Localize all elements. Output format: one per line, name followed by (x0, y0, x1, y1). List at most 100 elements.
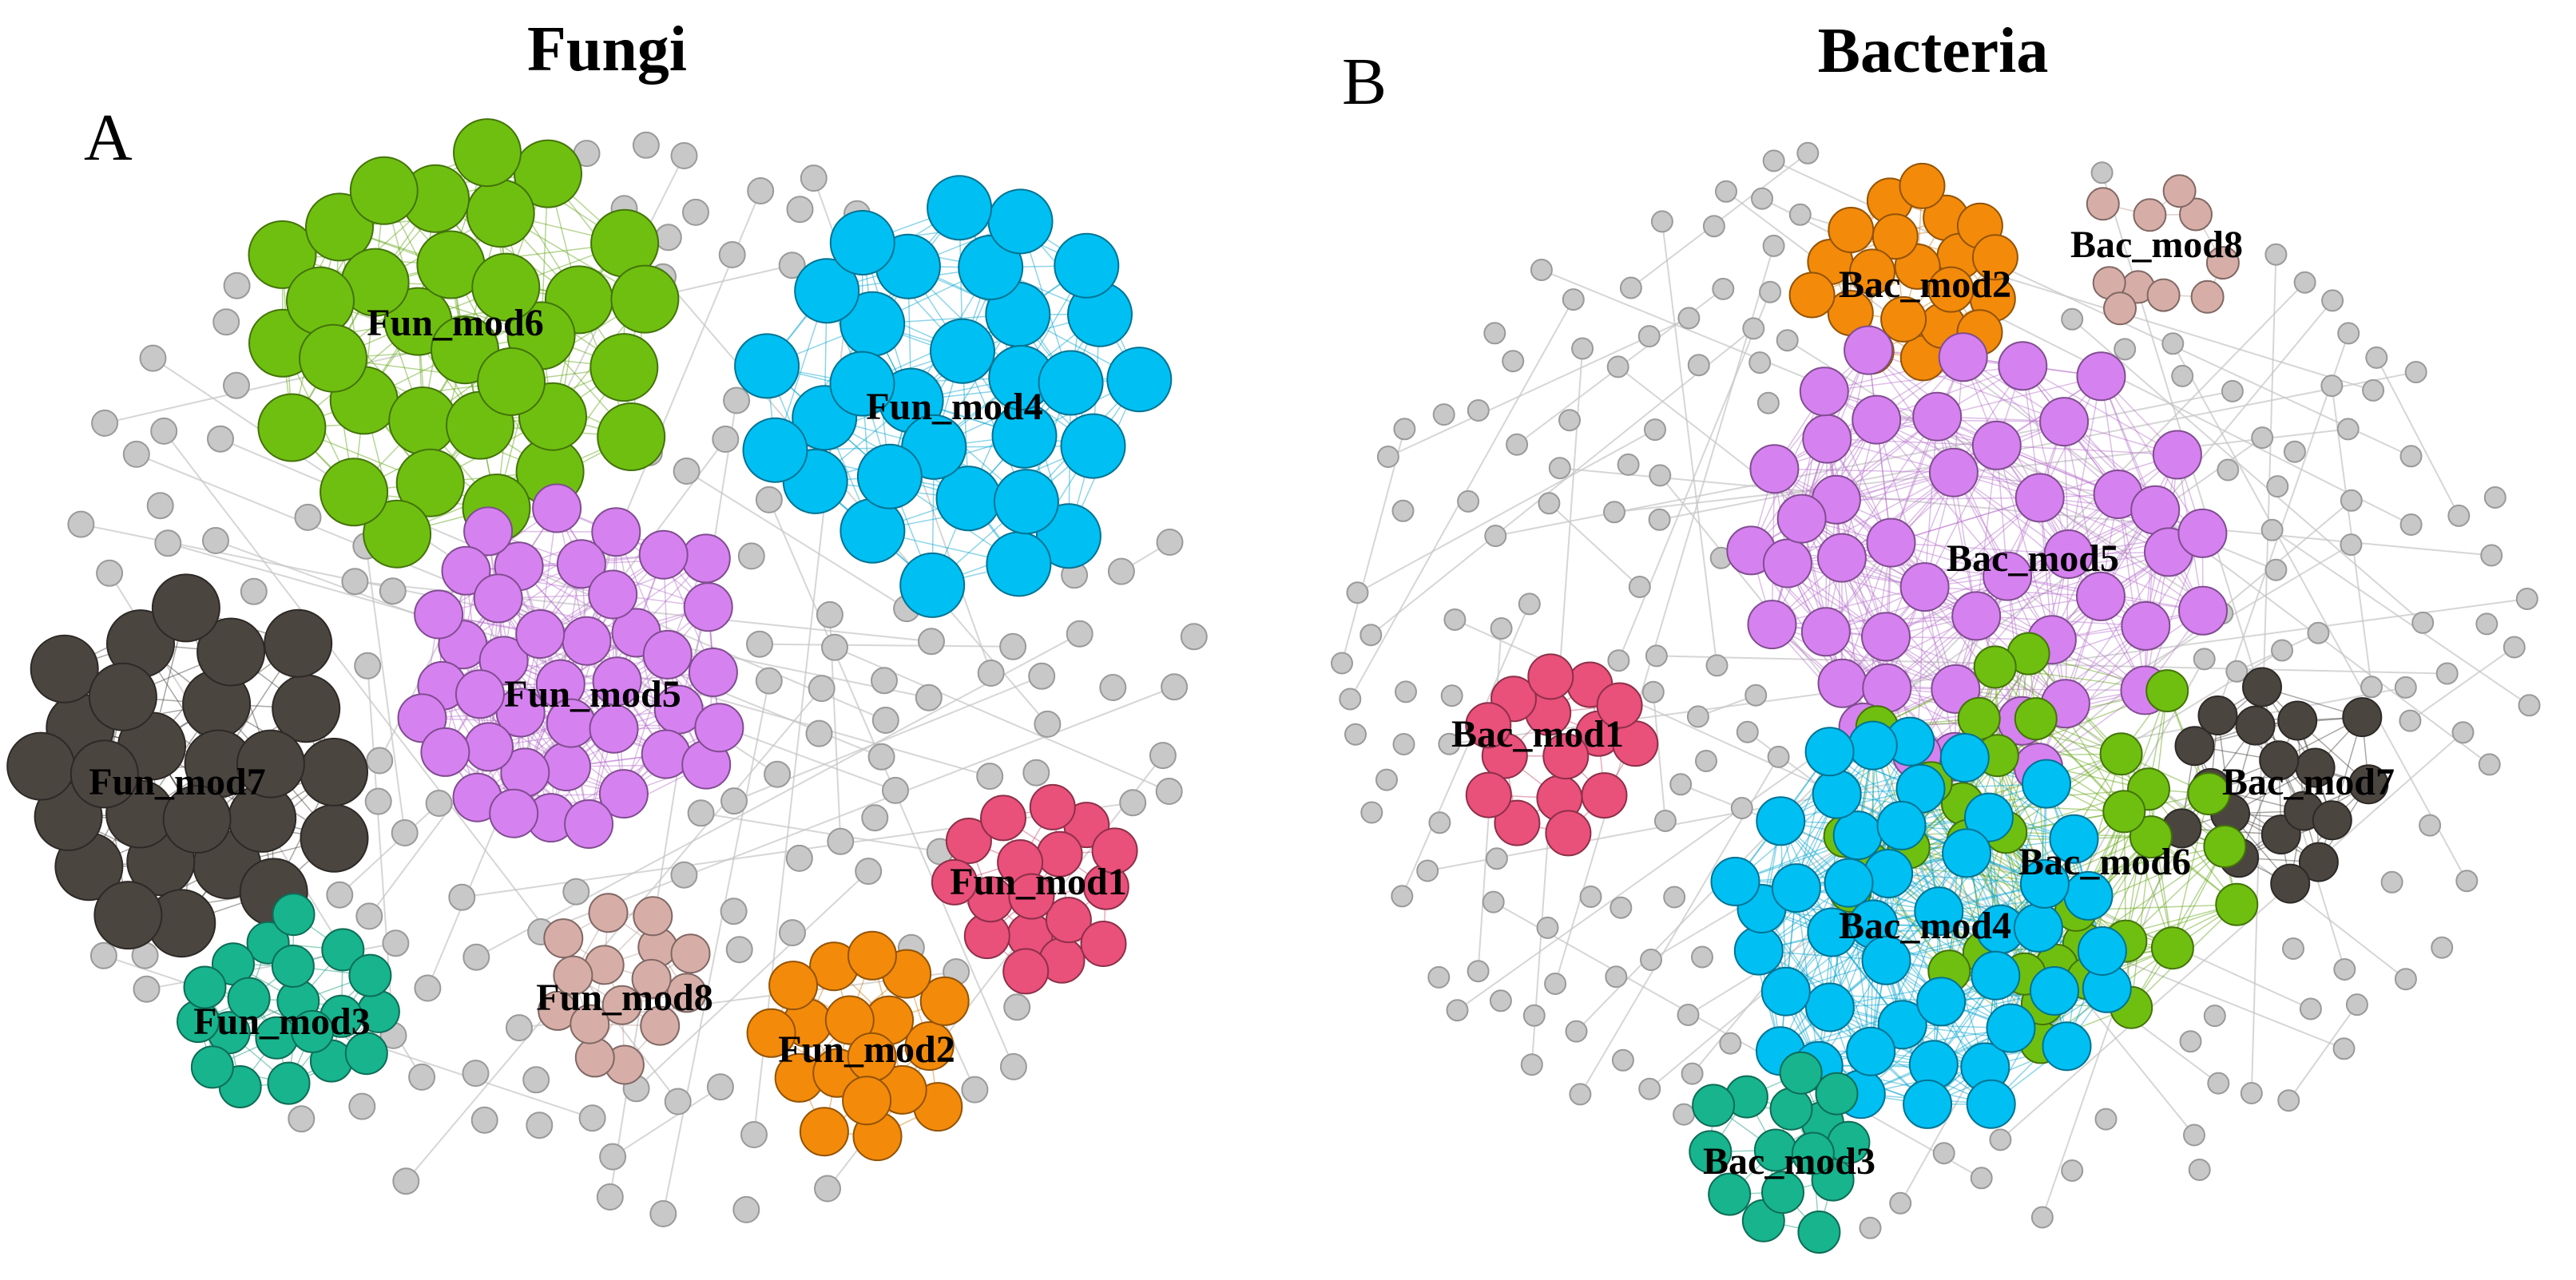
bac-mod7-node (2270, 863, 2311, 904)
background-node (2333, 958, 2356, 981)
background-node (2321, 289, 2344, 312)
fun-mod4-node (742, 417, 808, 483)
background-node (1677, 1004, 1700, 1026)
background-node (207, 425, 234, 453)
network-edge (1772, 586, 1925, 625)
bac-mod4-node (1846, 1026, 1896, 1076)
background-node (1932, 1142, 1955, 1165)
fun-mod4-node (930, 318, 995, 384)
network-edge (1826, 438, 1926, 588)
background-node (67, 510, 95, 538)
network-edge (2067, 553, 2146, 691)
network-edge (1800, 518, 1888, 689)
background-node (2394, 676, 2417, 699)
background-node (737, 542, 765, 570)
background-node (1638, 1077, 1661, 1100)
network-edge (1890, 357, 1964, 543)
fun-mod8-node (640, 1005, 681, 1046)
network-edge (1401, 604, 1530, 897)
fun-mod2-node (799, 1107, 849, 1157)
fun-mod4-node (1060, 413, 1126, 479)
background-node (2114, 338, 2137, 361)
background-node (1155, 778, 1183, 805)
background-node (408, 1063, 436, 1091)
background-node (2336, 418, 2360, 441)
background-node (1119, 789, 1147, 817)
network-edge (2150, 691, 2168, 838)
background-node (2260, 518, 2284, 541)
background-node (294, 503, 322, 531)
network-edge (2065, 610, 2204, 704)
bac-mod5-node (2043, 529, 2094, 579)
background-node (1506, 433, 1529, 456)
background-node (1484, 525, 1507, 548)
network-edge (1836, 499, 1844, 684)
background-node (1536, 916, 1559, 939)
background-node (1022, 759, 1050, 787)
bac-mod5-node (1928, 447, 1979, 497)
bac-mod5-node (1971, 420, 2022, 470)
fun-mod8-node (633, 896, 673, 937)
bac-mod5-node (2039, 397, 2090, 447)
bac-mod5-label: Bac_mod5 (1947, 537, 2119, 580)
background-node (2431, 936, 2454, 959)
background-node (1376, 446, 1399, 468)
fun-mod6-node (395, 448, 465, 517)
background-node (1432, 403, 1455, 426)
bac-mod1-node (1465, 771, 1512, 818)
network-edge (1938, 838, 2074, 912)
network-edge (1875, 419, 2008, 577)
network-edge (1796, 887, 1903, 1025)
fun-mod5-node (420, 727, 470, 777)
background-node (712, 426, 740, 453)
bac-mod5-node (1866, 517, 1916, 568)
network-edge (1875, 419, 1926, 588)
background-node (1392, 733, 1415, 755)
bac-mod4-node (1964, 792, 2014, 842)
background-node (800, 164, 828, 192)
fun-mod6-node (514, 139, 582, 208)
fun-mod7-label: Fun_mod7 (89, 761, 265, 803)
network-edge (1936, 416, 2070, 555)
bac-mod4-node (1914, 886, 1964, 937)
fun-mod3-node (271, 945, 315, 988)
fun-mod2-label: Fun_mod2 (778, 1028, 955, 1071)
background-node (1391, 885, 1414, 908)
bac-mod5-node (1802, 414, 1852, 464)
background-node (578, 1104, 606, 1132)
background-node (2399, 513, 2423, 536)
network-edge (2067, 376, 2102, 555)
background-node (2411, 611, 2435, 634)
background-node (1571, 337, 1594, 360)
background-node (1482, 890, 1505, 913)
bac-mod5-node (1800, 607, 1851, 657)
network-edge (2039, 497, 2204, 612)
fun-mod8-node (574, 1037, 615, 1078)
fun-mod8-node (543, 918, 584, 959)
network-edge (2271, 529, 2530, 707)
bac-mod5-node (1816, 533, 1867, 583)
fun-mod6-node (363, 499, 432, 569)
fun-mod7-node (300, 737, 368, 806)
background-node (2399, 445, 2423, 468)
background-node (1691, 945, 1713, 969)
fun-mod6-node (471, 252, 541, 322)
background-node (240, 577, 268, 605)
bac-mod4-node (1966, 1079, 2016, 1129)
background-node (1605, 965, 1628, 989)
bac-mod3-node (1791, 1131, 1835, 1175)
background-node (1522, 1004, 1546, 1027)
bac-mod5-node (1899, 562, 1950, 612)
fun-mod5-node (515, 609, 566, 659)
network-edge (760, 643, 1014, 648)
network-edge (339, 802, 440, 896)
fun-mod1-node (945, 818, 992, 864)
network-edge (1785, 910, 1939, 993)
background-node (2399, 709, 2422, 732)
background-node (391, 819, 419, 846)
fun-mod6-node (320, 458, 389, 527)
bac-mod4-label: Bac_mod4 (1839, 905, 2011, 947)
background-node (2365, 346, 2388, 369)
panel-b-letter: B (1342, 45, 1387, 119)
background-node (526, 1112, 554, 1139)
